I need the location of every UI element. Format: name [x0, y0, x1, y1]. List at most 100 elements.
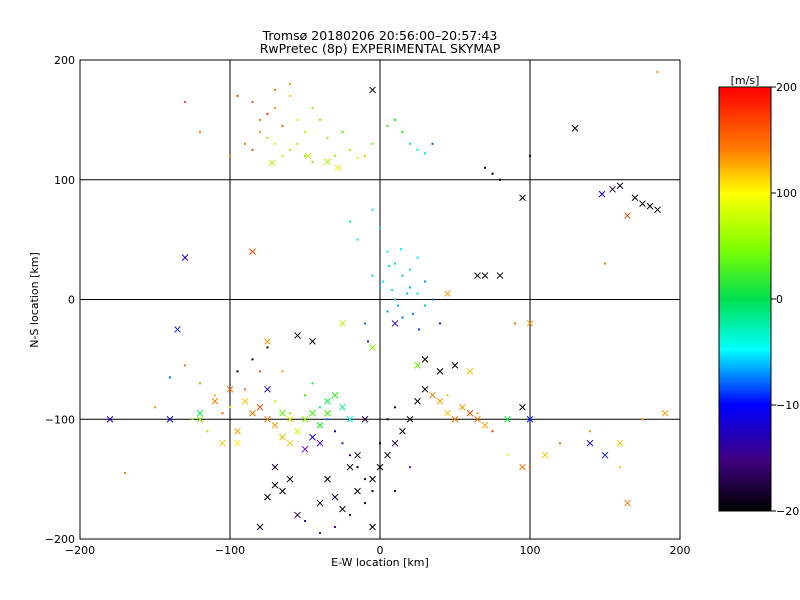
data-point-dot	[386, 250, 389, 253]
data-point-cross	[309, 409, 316, 417]
data-point-dot	[274, 142, 276, 145]
data-point-dot	[221, 412, 224, 415]
data-point-cross	[324, 158, 331, 166]
data-point-cross	[541, 451, 549, 459]
data-point-cross	[286, 475, 294, 483]
data-point-dot	[379, 442, 381, 445]
data-point-dot	[382, 280, 384, 283]
data-point-cross	[414, 362, 421, 369]
data-point-dot	[214, 394, 216, 397]
data-point-dot	[406, 292, 408, 295]
data-point-dot	[364, 154, 366, 157]
colorbar-ticks: 200 100 0 −100 −200	[771, 81, 800, 518]
data-point-cross	[279, 409, 286, 417]
data-point-cross	[444, 409, 451, 417]
data-point-cross	[526, 320, 534, 327]
data-point-cross	[309, 433, 316, 441]
data-point-dot	[424, 280, 426, 283]
data-point-dot	[334, 430, 336, 433]
data-point-dot	[266, 112, 269, 115]
data-point-dot	[319, 532, 321, 535]
data-point-dot	[388, 264, 390, 267]
data-point-dot	[259, 130, 261, 133]
data-point-cross	[391, 439, 399, 447]
data-point-dot	[274, 88, 276, 91]
data-point-dot	[184, 364, 186, 367]
data-point-dot	[491, 430, 494, 433]
colorbar-tick-label: −200	[776, 505, 800, 518]
data-point-dot	[656, 70, 659, 73]
data-point-cross	[294, 332, 301, 339]
data-point-cross	[421, 356, 429, 363]
data-point-cross	[339, 505, 346, 513]
data-point-cross	[211, 397, 219, 405]
data-point-dot	[289, 412, 291, 415]
data-point-dot	[412, 312, 414, 315]
data-point-dot	[391, 288, 393, 291]
data-point-dot	[529, 154, 531, 157]
data-point-cross	[376, 463, 384, 471]
data-point-cross	[361, 415, 369, 423]
data-point-cross	[264, 493, 271, 501]
data-point-dot	[476, 412, 479, 415]
data-point-dot	[304, 154, 306, 157]
data-point-cross	[616, 182, 624, 190]
data-point-cross	[451, 415, 459, 423]
data-point-dot	[289, 94, 291, 97]
data-point-cross	[661, 409, 669, 417]
data-point-dot	[409, 142, 411, 145]
data-point-dot	[349, 454, 351, 457]
data-point-cross	[654, 206, 661, 214]
data-point-cross	[249, 409, 256, 417]
data-point-dot	[401, 130, 404, 133]
data-point-dot	[394, 118, 396, 121]
data-point-dot	[424, 304, 426, 307]
data-point-dot	[379, 226, 381, 229]
data-point-dot	[424, 152, 426, 155]
data-point-cross	[369, 523, 376, 531]
data-point-dot	[289, 148, 291, 151]
data-point-cross	[526, 415, 534, 423]
data-point-cross	[646, 202, 654, 210]
colorbar-tick-label: 200	[776, 81, 797, 94]
data-point-dot	[349, 220, 351, 223]
colorbar-label: [m/s]	[731, 74, 760, 87]
data-point-dot	[349, 514, 351, 517]
y-axis-label: N-S location [km]	[28, 252, 41, 348]
data-point-cross	[256, 403, 264, 411]
data-point-dot	[431, 298, 434, 301]
data-point-dot	[169, 376, 171, 379]
data-point-cross	[279, 433, 286, 441]
data-point-dot	[394, 298, 396, 301]
data-point-dot	[364, 322, 366, 325]
data-point-dot	[326, 136, 329, 139]
data-point-cross	[264, 385, 271, 393]
data-point-cross	[294, 511, 301, 519]
data-point-dot	[289, 82, 291, 85]
data-point-cross	[226, 385, 234, 393]
data-point-cross	[369, 475, 376, 483]
data-point-dot	[199, 382, 201, 385]
data-point-cross	[444, 290, 451, 297]
data-point-dot	[446, 394, 449, 397]
data-point-dot	[386, 418, 389, 421]
data-point-cross	[174, 326, 181, 333]
data-point-dot	[416, 256, 419, 259]
chart-subtitle: RwPretec (8p) EXPERIMENTAL SKYMAP	[260, 41, 501, 56]
data-point-dot	[371, 142, 374, 145]
data-point-dot	[281, 124, 284, 127]
data-point-dot	[229, 154, 231, 157]
data-point-dot	[371, 274, 374, 277]
data-point-cross	[316, 421, 324, 429]
data-point-dot	[266, 346, 269, 349]
data-point-dot	[431, 142, 434, 145]
x-tick-label: −200	[65, 544, 95, 557]
data-point-dot	[326, 418, 329, 421]
data-point-dot	[379, 286, 381, 289]
data-point-dot	[491, 172, 494, 175]
data-point-dot	[506, 454, 509, 457]
data-point-cross	[436, 367, 444, 375]
data-point-cross	[429, 391, 436, 399]
data-point-dot	[274, 106, 276, 109]
data-point-cross	[271, 481, 279, 489]
